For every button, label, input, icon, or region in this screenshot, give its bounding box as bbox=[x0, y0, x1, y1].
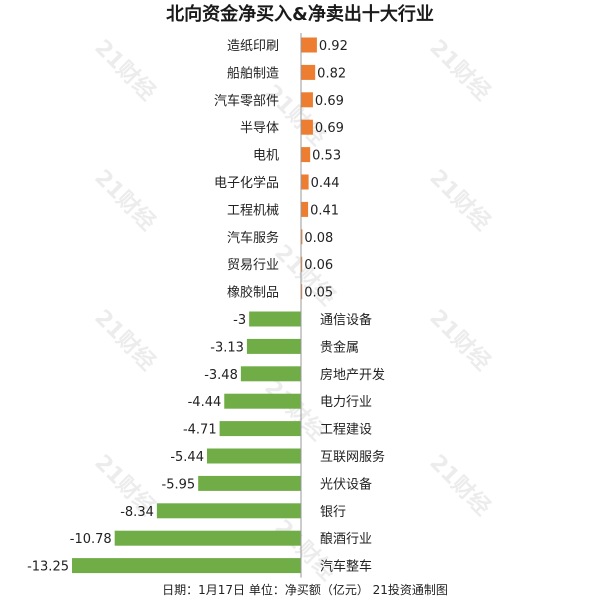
watermark-text: 21财经 bbox=[89, 34, 160, 105]
watermark-text: 21财经 bbox=[89, 304, 160, 375]
bar-银行 bbox=[156, 503, 301, 519]
bars-group: 造纸印刷 0.92 船舶制造 0.82 汽车零部件 0.69 半导体 0.69 电机 0.53 电子… bbox=[27, 37, 385, 575]
value-label: -8.34 bbox=[120, 505, 154, 520]
category-label: 汽车服务 bbox=[227, 230, 279, 246]
category-label: 工程机械 bbox=[227, 203, 279, 218]
bar-互联网服务 bbox=[206, 448, 301, 464]
bar-通信设备 bbox=[249, 311, 301, 327]
value-label: 0.08 bbox=[304, 231, 333, 246]
category-label: 光伏设备 bbox=[320, 476, 372, 492]
value-label: -3.48 bbox=[204, 368, 238, 383]
category-label: 电子化学品 bbox=[214, 175, 279, 191]
value-label: -4.44 bbox=[188, 395, 222, 410]
bar-电力行业 bbox=[224, 393, 301, 409]
bar-汽车服务 bbox=[301, 229, 303, 245]
category-label: 半导体 bbox=[240, 121, 279, 136]
bar-橡胶制品 bbox=[301, 284, 303, 300]
category-label: 互联网服务 bbox=[320, 449, 385, 465]
bar-汽车整车 bbox=[72, 558, 301, 574]
category-label: 银行 bbox=[320, 505, 346, 520]
category-label: 电力行业 bbox=[320, 395, 372, 410]
category-label: 汽车整车 bbox=[320, 559, 372, 575]
watermark-text: 21财经 bbox=[424, 34, 495, 105]
value-label: -4.71 bbox=[183, 423, 217, 438]
watermark-text: 21财经 bbox=[89, 164, 160, 235]
watermark-text: 21财经 bbox=[424, 304, 495, 375]
watermark-text: 21财经 bbox=[424, 449, 495, 520]
value-label: -3.13 bbox=[210, 340, 244, 355]
value-label: -5.95 bbox=[162, 477, 196, 492]
watermark-text: 21财经 bbox=[424, 164, 495, 235]
chart-title: 北向资金净买入&净卖出十大行业 bbox=[166, 3, 434, 25]
bar-船舶制造 bbox=[301, 64, 316, 80]
category-label: 电机 bbox=[253, 149, 279, 164]
bar-贸易行业 bbox=[301, 256, 303, 272]
value-label: 0.41 bbox=[310, 203, 339, 218]
value-label: 0.82 bbox=[317, 66, 346, 81]
bar-电机 bbox=[301, 147, 311, 163]
chart-footer: 日期：1月17日 单位：净买额（亿元） 21投资通制图 bbox=[162, 582, 448, 597]
value-label: -5.44 bbox=[170, 450, 204, 465]
value-label: -13.25 bbox=[27, 560, 69, 575]
bar-工程机械 bbox=[301, 201, 309, 217]
bar-造纸印刷 bbox=[301, 37, 317, 53]
value-label: 0.06 bbox=[304, 258, 333, 273]
category-label: 船舶制造 bbox=[227, 65, 279, 81]
bar-电子化学品 bbox=[301, 174, 309, 190]
bar-工程建设 bbox=[219, 421, 301, 437]
category-label: 通信设备 bbox=[320, 312, 372, 328]
category-label: 造纸印刷 bbox=[227, 39, 279, 54]
value-label: 0.05 bbox=[304, 286, 333, 301]
category-label: 酿酒行业 bbox=[320, 531, 372, 547]
bar-房地产开发 bbox=[240, 366, 301, 382]
value-label: 0.44 bbox=[311, 176, 340, 191]
category-label: 房地产开发 bbox=[320, 367, 385, 383]
category-label: 橡胶制品 bbox=[227, 285, 279, 301]
bar-贵金属 bbox=[246, 338, 301, 354]
bar-半导体 bbox=[301, 119, 313, 135]
watermark-text: 21财经 bbox=[259, 79, 330, 150]
category-label: 贵金属 bbox=[320, 339, 359, 355]
category-label: 贸易行业 bbox=[227, 258, 279, 273]
bar-光伏设备 bbox=[198, 475, 301, 491]
value-label: 0.92 bbox=[319, 39, 348, 54]
category-label: 汽车零部件 bbox=[214, 93, 279, 109]
value-label: -10.78 bbox=[70, 532, 112, 547]
watermark-text: 21财经 bbox=[269, 514, 340, 585]
value-label: 0.69 bbox=[315, 94, 344, 109]
value-label: 0.53 bbox=[312, 149, 341, 164]
category-label: 工程建设 bbox=[320, 423, 372, 438]
value-label: 0.69 bbox=[315, 121, 344, 136]
bar-汽车零部件 bbox=[301, 92, 313, 108]
bar-酿酒行业 bbox=[114, 530, 301, 546]
value-label: -3 bbox=[233, 313, 246, 328]
